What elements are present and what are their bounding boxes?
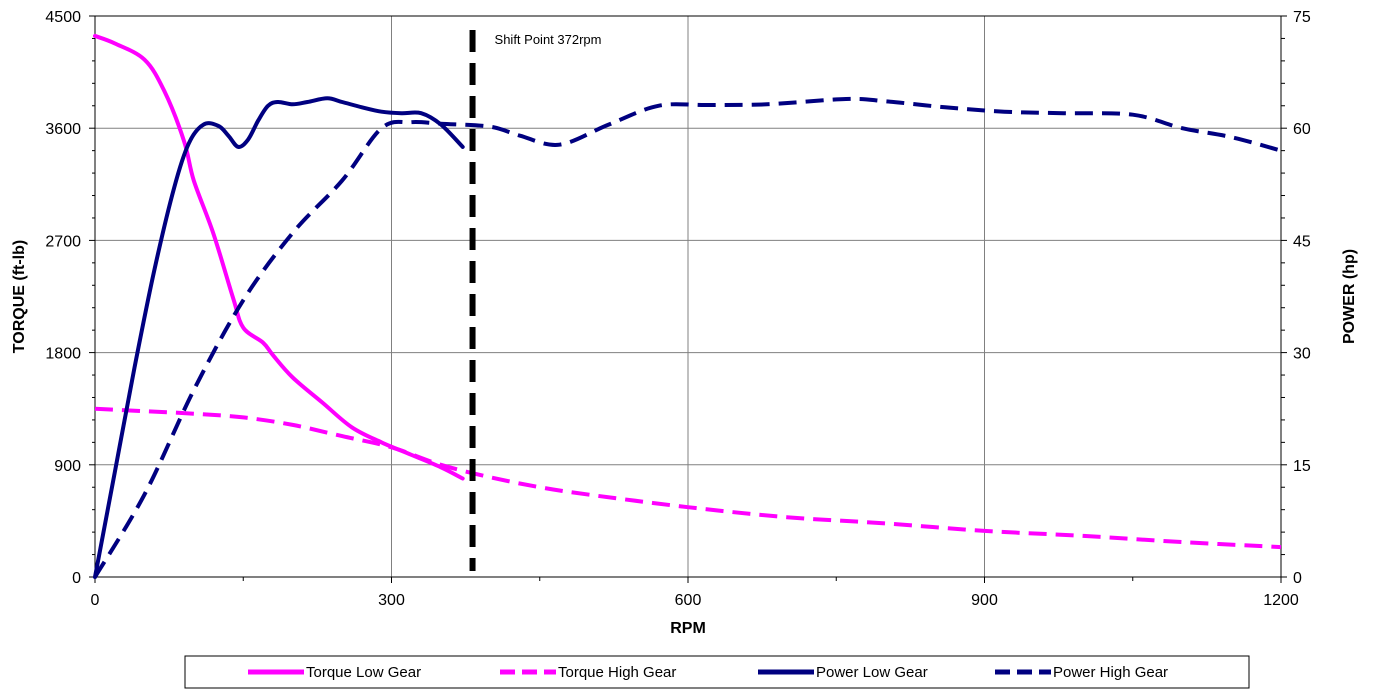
left-axis-title: TORQUE (ft-lb) <box>11 240 28 353</box>
right-axis-title: POWER (hp) <box>1341 249 1358 344</box>
series-line-power-low-gear <box>93 96 465 579</box>
legend-label-power-high-gear: Power High Gear <box>1053 664 1168 681</box>
grid <box>95 16 1281 577</box>
series-line-torque-high-gear <box>94 406 1282 550</box>
right-axis-tick-label: 60 <box>1293 121 1311 138</box>
series-line-power-high-gear <box>93 96 1282 579</box>
shift-point-label: Shift Point 372rpm <box>495 32 602 47</box>
legend: Torque Low Gear Torque High Gear Power Low… <box>184 655 1250 689</box>
right-axis-tick-label: 30 <box>1293 346 1311 363</box>
left-axis-tick-label: 4500 <box>45 9 81 26</box>
legend-label-power-low-gear: Power Low Gear <box>816 664 928 681</box>
right-axis-tick-label: 75 <box>1293 9 1311 26</box>
left-axis-tick-label: 2700 <box>45 233 81 250</box>
axis-ticks: 0 900 1800 2700 3600 4500 0 15 30 45 60 75 0 300 600 90… <box>45 9 1310 609</box>
x-axis-title: RPM <box>670 620 706 637</box>
right-axis-tick-label: 45 <box>1293 233 1311 250</box>
left-axis-tick-label: 1800 <box>45 346 81 363</box>
x-axis-tick-label: 1200 <box>1263 592 1299 609</box>
left-axis-tick-label: 900 <box>54 458 81 475</box>
right-axis-tick-label: 0 <box>1293 570 1302 587</box>
left-axis-tick-label: 0 <box>72 570 81 587</box>
right-axis-tick-label: 15 <box>1293 458 1311 475</box>
x-axis-tick-label: 900 <box>971 592 998 609</box>
legend-box <box>184 655 1250 689</box>
legend-label-torque-low-gear: Torque Low Gear <box>306 664 421 681</box>
x-axis-tick-label: 300 <box>378 592 405 609</box>
series-line-torque-low-gear <box>93 33 465 481</box>
x-axis-tick-label: 0 <box>91 592 100 609</box>
series-lines <box>93 33 1282 579</box>
shift-point-annotation: Shift Point 372rpm <box>469 30 602 571</box>
legend-label-torque-high-gear: Torque High Gear <box>558 664 676 681</box>
x-axis-tick-label: 600 <box>675 592 702 609</box>
left-axis-tick-label: 3600 <box>45 121 81 138</box>
